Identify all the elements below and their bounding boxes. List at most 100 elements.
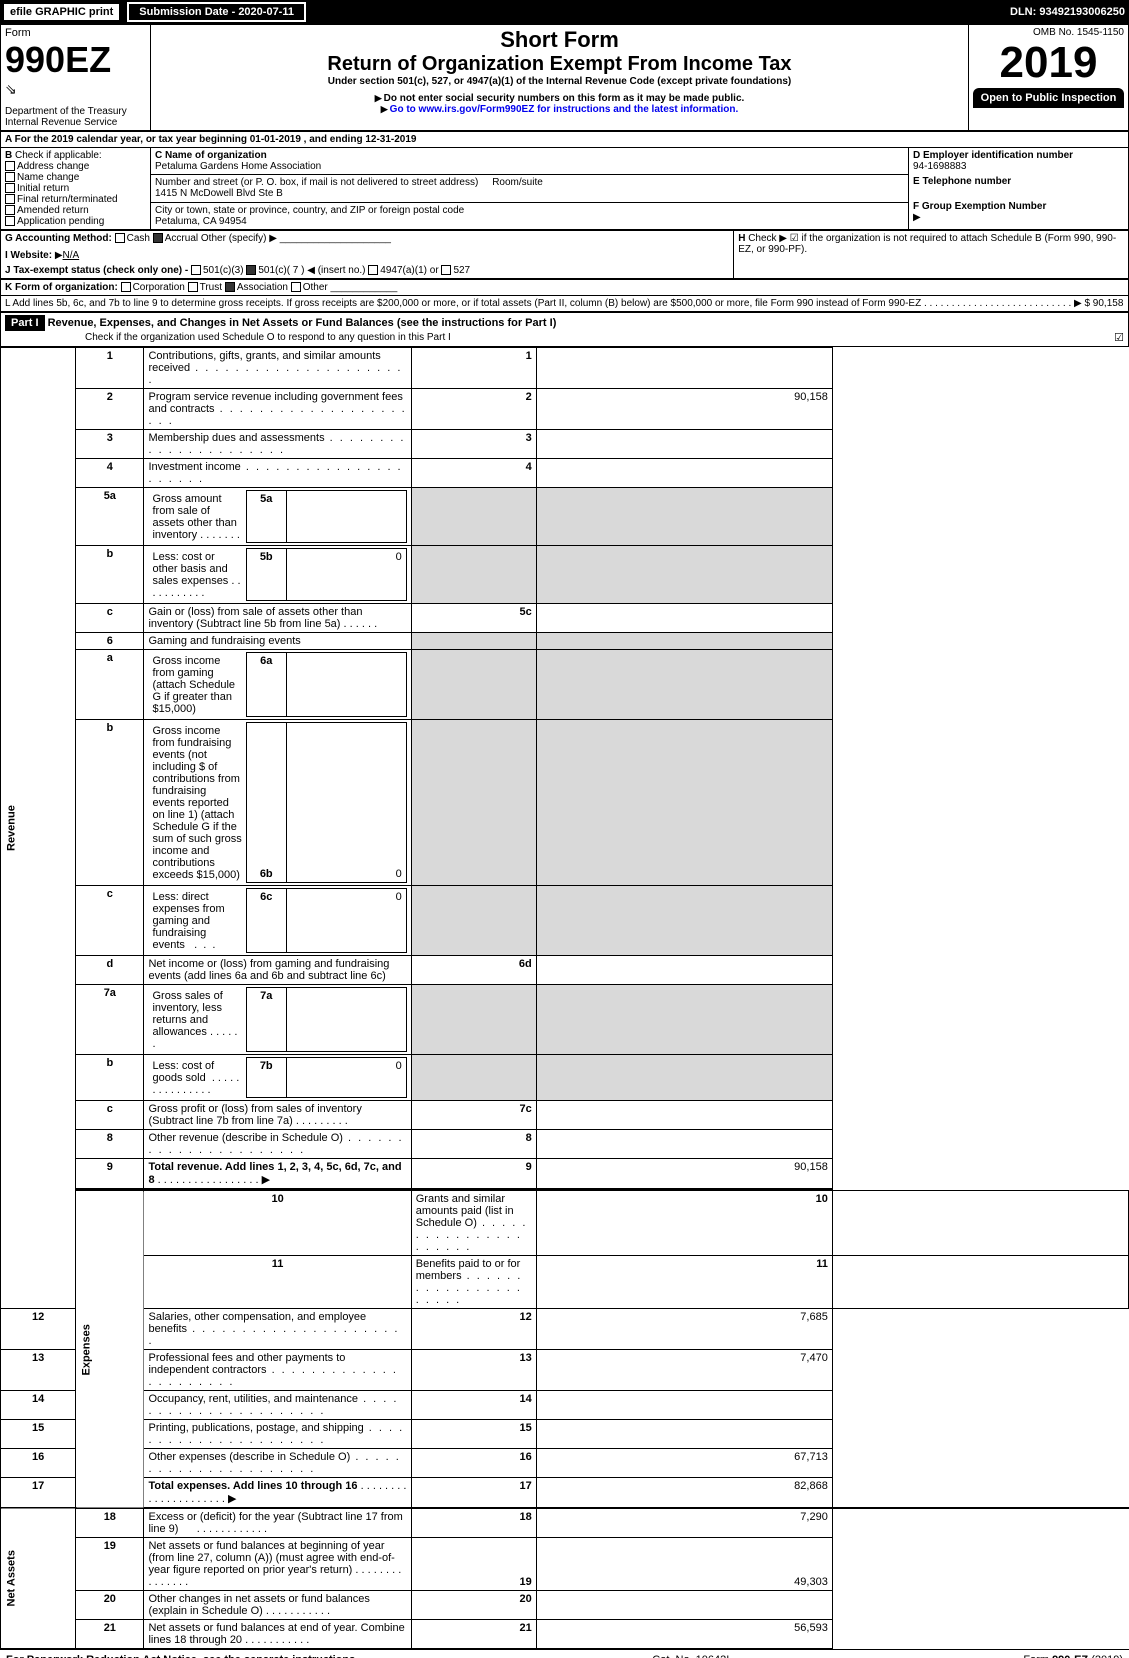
- short-form-title: Short Form: [155, 27, 964, 53]
- l15-c: 15: [411, 1420, 536, 1449]
- l3-n: 3: [76, 430, 144, 459]
- l2-t: Program service revenue including govern…: [144, 389, 411, 430]
- line-i: I Website: ▶N/A: [5, 250, 729, 261]
- l12-v: 7,685: [536, 1309, 832, 1350]
- l16-v: 67,713: [536, 1449, 832, 1478]
- l12-n: 12: [1, 1309, 76, 1350]
- l19-c: 19: [411, 1538, 536, 1591]
- l7c-n: c: [76, 1101, 144, 1130]
- l19-t: Net assets or fund balances at beginning…: [144, 1538, 411, 1591]
- l19-n: 19: [76, 1538, 144, 1591]
- block-c-city: City or town, state or province, country…: [151, 202, 909, 229]
- l20-n: 20: [76, 1591, 144, 1620]
- l8-n: 8: [76, 1130, 144, 1159]
- l7c-t: Gross profit or (loss) from sales of inv…: [144, 1101, 411, 1130]
- submission-date: Submission Date - 2020-07-11: [127, 2, 306, 22]
- omb-number: OMB No. 1545-1150: [973, 27, 1124, 38]
- l21-t: Net assets or fund balances at end of ye…: [144, 1620, 411, 1649]
- block-def: D Employer identification number 94-1698…: [909, 148, 1129, 230]
- footer-cat: Cat. No. 10642I: [652, 1654, 729, 1658]
- tax-year: 2019: [973, 38, 1124, 88]
- l17-t: Total expenses. Add lines 10 through 16 …: [144, 1478, 411, 1509]
- form-header-table: Form 990EZ ⇘ Department of the Treasury …: [0, 24, 1129, 131]
- part1-schedo: Check if the organization used Schedule …: [85, 332, 451, 343]
- top-bar: efile GRAPHIC print Submission Date - 20…: [0, 0, 1129, 24]
- l14-t: Occupancy, rent, utilities, and maintena…: [144, 1391, 411, 1420]
- l21-c: 21: [411, 1620, 536, 1649]
- efile-badge: efile GRAPHIC print: [4, 4, 119, 20]
- l11-t: Benefits paid to or for members: [411, 1256, 536, 1309]
- l11-n: 11: [144, 1256, 411, 1309]
- l3-v: [536, 430, 832, 459]
- form-number: 990EZ: [5, 39, 146, 81]
- line-a: A For the 2019 calendar year, or tax yea…: [1, 132, 1129, 148]
- l2-c: 2: [411, 389, 536, 430]
- l10-c: 10: [536, 1191, 832, 1256]
- goto-link[interactable]: Go to www.irs.gov/Form990EZ for instruct…: [155, 104, 964, 115]
- l3-c: 3: [411, 430, 536, 459]
- kl-block: K Form of organization: Corporation Trus…: [0, 279, 1129, 312]
- l8-v: [536, 1130, 832, 1159]
- l6c-t: Less: direct expenses from gaming and fu…: [144, 886, 411, 956]
- l17-n: 17: [1, 1478, 76, 1509]
- line-h: H Check ▶ ☑ if the organization is not r…: [734, 231, 1129, 279]
- dln: DLN: 93492193006250: [1010, 6, 1125, 18]
- l16-n: 16: [1, 1449, 76, 1478]
- l1-v: [536, 348, 832, 389]
- l5a-v: [536, 488, 832, 546]
- l5c-c: 5c: [411, 604, 536, 633]
- l6a-t: Gross income from gaming (attach Schedul…: [144, 650, 411, 720]
- l18-v: 7,290: [536, 1508, 832, 1538]
- l14-v: [536, 1391, 832, 1420]
- l7b-n: b: [76, 1055, 144, 1101]
- expenses-side-label: Expenses: [76, 1191, 144, 1509]
- l4-v: [536, 459, 832, 488]
- l13-t: Professional fees and other payments to …: [144, 1350, 411, 1391]
- l7c-v: [536, 1101, 832, 1130]
- footer-paperwork: For Paperwork Reduction Act Notice, see …: [6, 1654, 358, 1658]
- l3-t: Membership dues and assessments: [144, 430, 411, 459]
- l4-n: 4: [76, 459, 144, 488]
- part1-check: ☑: [1114, 331, 1124, 344]
- l2-n: 2: [76, 389, 144, 430]
- l15-v: [536, 1420, 832, 1449]
- l11-v: [832, 1256, 1128, 1309]
- part1-badge: Part I: [5, 315, 45, 331]
- l13-c: 13: [411, 1350, 536, 1391]
- l12-c: 12: [411, 1309, 536, 1350]
- l6d-c: 6d: [411, 956, 536, 985]
- l6-n: 6: [76, 633, 144, 650]
- footer-form: Form 990-EZ (2019): [1023, 1654, 1123, 1658]
- l6d-v: [536, 956, 832, 985]
- l7a-n: 7a: [76, 985, 144, 1055]
- line-j: J Tax-exempt status (check only one) - 5…: [5, 265, 729, 276]
- l10-t: Grants and similar amounts paid (list in…: [411, 1191, 536, 1256]
- l12-t: Salaries, other compensation, and employ…: [144, 1309, 411, 1350]
- l15-t: Printing, publications, postage, and shi…: [144, 1420, 411, 1449]
- l5b-n: b: [76, 546, 144, 604]
- l5a-n: 5a: [76, 488, 144, 546]
- l1-c: 1: [411, 348, 536, 389]
- l9-c: 9: [411, 1159, 536, 1190]
- part1-heading: Revenue, Expenses, and Changes in Net As…: [48, 317, 557, 329]
- ghij-block: G Accounting Method: Cash Accrual Other …: [0, 230, 1129, 279]
- l16-c: 16: [411, 1449, 536, 1478]
- l5c-t: Gain or (loss) from sale of assets other…: [144, 604, 411, 633]
- l9-v: 90,158: [536, 1159, 832, 1190]
- l18-t: Excess or (deficit) for the year (Subtra…: [144, 1508, 411, 1538]
- l13-v: 7,470: [536, 1350, 832, 1391]
- l14-c: 14: [411, 1391, 536, 1420]
- l6-t: Gaming and fundraising events: [144, 633, 411, 650]
- entity-block: A For the 2019 calendar year, or tax yea…: [0, 131, 1129, 230]
- l10-n: 10: [144, 1191, 411, 1256]
- l11-c: 11: [536, 1256, 832, 1309]
- l21-v: 56,593: [536, 1620, 832, 1649]
- l7a-t: Gross sales of inventory, less returns a…: [144, 985, 411, 1055]
- block-c-street: Number and street (or P. O. box, if mail…: [151, 175, 909, 202]
- l8-c: 8: [411, 1130, 536, 1159]
- l17-c: 17: [411, 1478, 536, 1509]
- l18-c: 18: [411, 1508, 536, 1538]
- l7c-c: 7c: [411, 1101, 536, 1130]
- l2-v: 90,158: [536, 389, 832, 430]
- page-footer: For Paperwork Reduction Act Notice, see …: [0, 1649, 1129, 1658]
